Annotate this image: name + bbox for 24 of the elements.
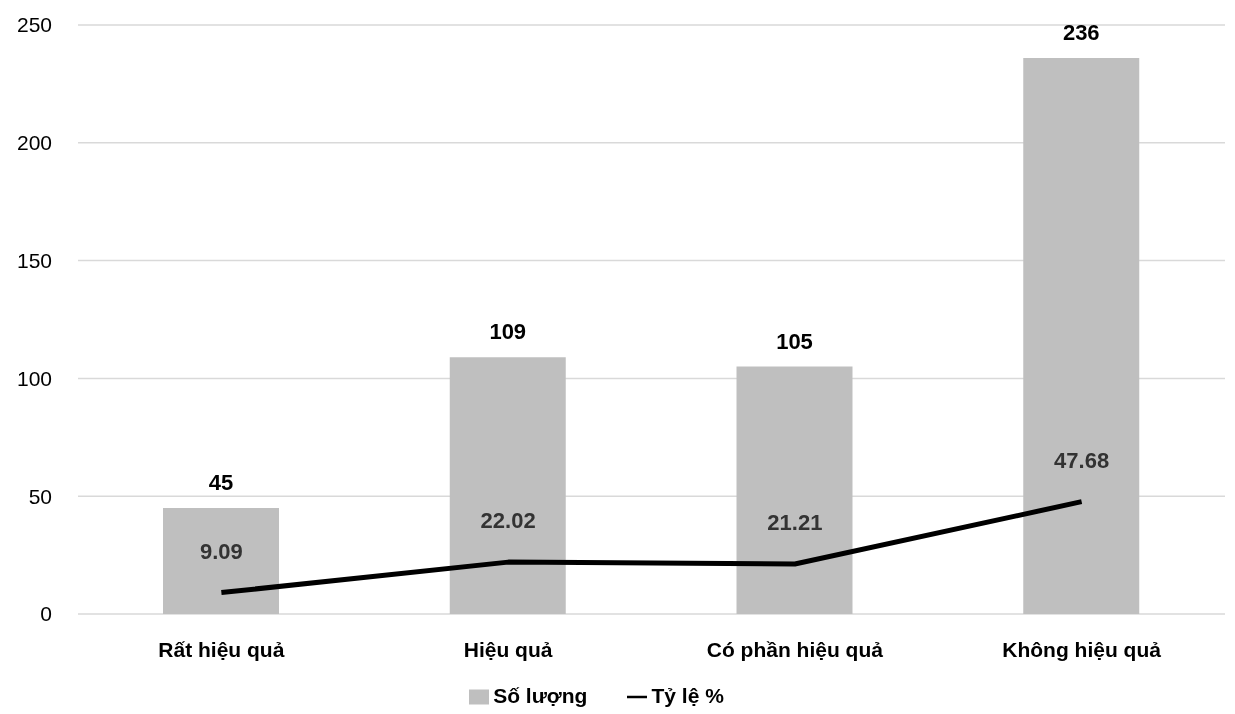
y-tick-label: 250 bbox=[16, 13, 52, 37]
data-label: 9.09 bbox=[199, 538, 243, 564]
data-label: 22.02 bbox=[480, 508, 536, 534]
bar bbox=[449, 357, 566, 614]
data-label: 21.21 bbox=[767, 510, 823, 536]
y-tick-label: 100 bbox=[16, 366, 52, 390]
x-tick-label: Rất hiệu quả bbox=[158, 637, 285, 661]
data-label: 109 bbox=[489, 319, 527, 345]
y-tick-label: 200 bbox=[16, 131, 52, 155]
data-label: 105 bbox=[776, 328, 813, 354]
y-tick-label: 0 bbox=[40, 602, 52, 626]
x-tick-label: Có phần hiệu quả bbox=[706, 637, 884, 661]
bar bbox=[163, 507, 279, 614]
x-tick-label: Hiệu quả bbox=[463, 637, 553, 661]
bar bbox=[1023, 57, 1140, 614]
data-label: 236 bbox=[1062, 19, 1100, 45]
bar bbox=[736, 366, 853, 614]
legend-label: Tỷ lệ % bbox=[651, 684, 724, 707]
legend-label: Số lượng bbox=[493, 684, 588, 707]
y-tick-label: 150 bbox=[16, 249, 52, 273]
data-label: 45 bbox=[208, 469, 234, 495]
y-tick-label: 50 bbox=[28, 484, 52, 508]
data-label: 47.68 bbox=[1054, 447, 1110, 473]
x-tick-label: Không hiệu quả bbox=[1002, 637, 1162, 661]
